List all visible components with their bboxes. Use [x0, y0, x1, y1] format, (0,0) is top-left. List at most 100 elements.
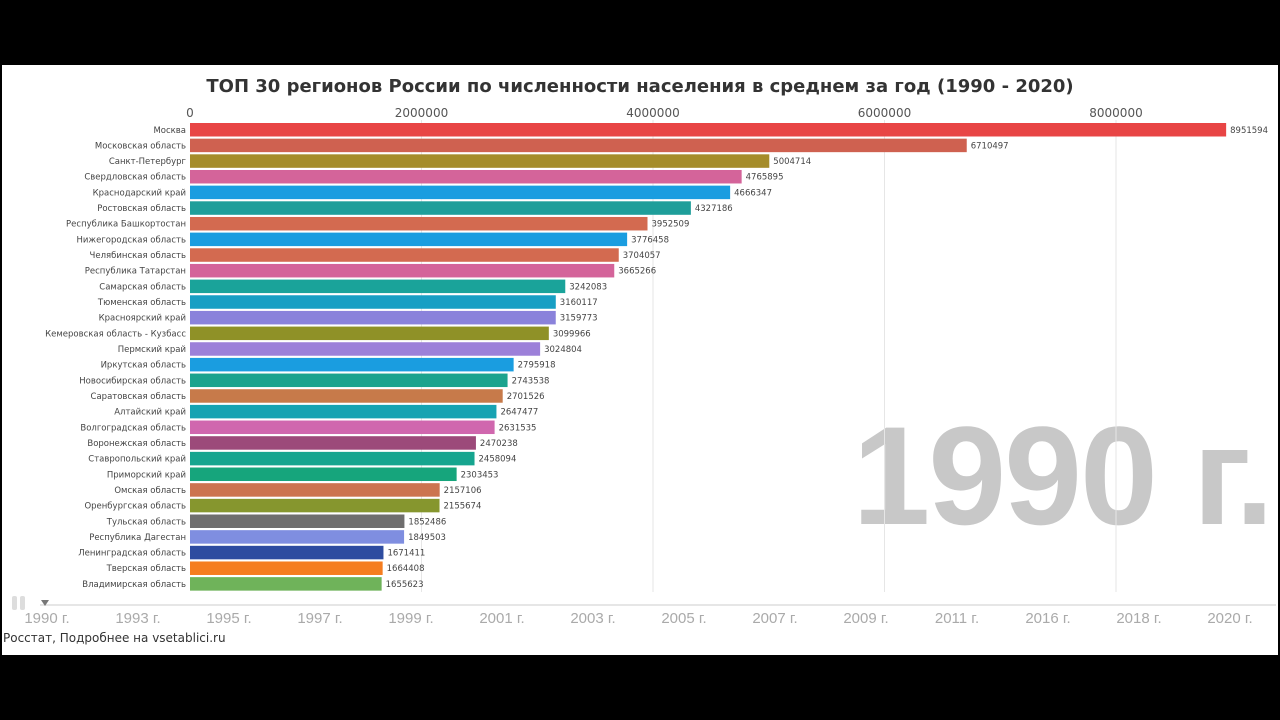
value-label: 2795918 — [518, 361, 556, 371]
x-tick-label: 0 — [186, 106, 194, 120]
timeline-year-label[interactable]: 2001 г. — [479, 610, 524, 627]
category-label: Ставропольский край — [88, 455, 186, 465]
value-label: 3665266 — [618, 267, 656, 277]
value-label: 8951594 — [1230, 126, 1268, 136]
timeline-year-label[interactable]: 2018 г. — [1116, 610, 1161, 627]
value-label: 1849503 — [408, 533, 446, 543]
timeline-year-label[interactable]: 2020 г. — [1207, 610, 1252, 627]
category-label: Тверская область — [106, 564, 186, 574]
bar — [190, 577, 382, 591]
timeline-year-label[interactable]: 2016 г. — [1025, 610, 1070, 627]
value-label: 3159773 — [560, 314, 598, 324]
category-label: Челябинская область — [90, 251, 186, 261]
category-label: Владимирская область — [82, 580, 186, 590]
category-label: Свердловская область — [84, 173, 186, 183]
category-label: Краснодарский край — [93, 188, 186, 198]
value-label: 3242083 — [569, 282, 607, 292]
category-label: Нижегородская область — [77, 235, 187, 245]
value-label: 4765895 — [746, 173, 784, 183]
category-label: Тюменская область — [97, 298, 186, 308]
value-label: 3776458 — [631, 235, 669, 245]
value-label: 5004714 — [773, 157, 811, 167]
timeline-year-label[interactable]: 1995 г. — [206, 610, 251, 627]
value-label: 2470238 — [480, 439, 518, 449]
bar — [190, 498, 440, 513]
value-label: 3704057 — [623, 251, 661, 261]
value-label: 1655623 — [386, 580, 424, 590]
category-label: Кемеровская область - Кузбасс — [45, 329, 186, 339]
value-label: 2631535 — [499, 423, 537, 433]
category-label: Приморский край — [107, 470, 186, 480]
bar — [190, 373, 508, 388]
current-year-label: 1990 г. — [852, 397, 1274, 554]
bar — [190, 326, 549, 341]
x-tick-label: 4000000 — [626, 106, 679, 120]
category-label: Новосибирская область — [79, 376, 186, 386]
category-label: Оренбургская область — [84, 502, 186, 512]
bar — [190, 232, 628, 247]
category-label: Ленинградская область — [78, 549, 186, 559]
category-label: Республика Татарстан — [85, 267, 186, 277]
chart-title: ТОП 30 регионов России по численности на… — [206, 76, 1074, 97]
bar — [190, 123, 1227, 137]
bar — [190, 138, 967, 153]
value-label: 3024804 — [544, 345, 582, 355]
timeline-year-label[interactable]: 1997 г. — [297, 610, 342, 627]
bar — [190, 216, 648, 231]
bar — [190, 467, 457, 482]
bar — [190, 342, 541, 356]
category-label: Пермский край — [118, 345, 186, 355]
bar — [190, 154, 770, 168]
bar — [190, 545, 384, 560]
category-label: Тульская область — [106, 517, 186, 527]
category-label: Саратовская область — [91, 392, 186, 402]
timeline-year-label[interactable]: 2011 г. — [935, 610, 979, 627]
bar — [190, 389, 503, 403]
timeline-year-label[interactable]: 2009 г. — [843, 610, 888, 627]
value-label: 6710497 — [971, 141, 1009, 151]
category-label: Самарская область — [99, 282, 186, 292]
category-label: Санкт-Петербург — [109, 157, 187, 167]
timeline-marker[interactable] — [41, 600, 49, 606]
value-label: 2458094 — [479, 455, 517, 465]
category-label: Алтайский край — [114, 408, 186, 418]
value-label: 4666347 — [734, 188, 772, 198]
bar — [190, 201, 691, 215]
category-label: Республика Дагестан — [89, 533, 186, 543]
bar — [190, 310, 556, 325]
x-tick-label: 6000000 — [858, 106, 911, 120]
value-label: 1671411 — [387, 549, 425, 559]
category-label: Республика Башкортостан — [66, 220, 186, 230]
x-tick-label: 2000000 — [395, 106, 448, 120]
bar — [190, 185, 731, 200]
timeline-year-label[interactable]: 1999 г. — [388, 610, 433, 627]
bar — [190, 295, 556, 309]
timeline-year-label[interactable]: 2005 г. — [661, 610, 706, 627]
x-tick-label: 8000000 — [1089, 106, 1142, 120]
value-label: 1664408 — [387, 564, 425, 574]
value-label: 1852486 — [408, 517, 446, 527]
timeline-year-label[interactable]: 2003 г. — [570, 610, 615, 627]
timeline-year-label[interactable]: 2007 г. — [752, 610, 797, 627]
source-note: Росстат, Подробнее на vsetablici.ru — [3, 631, 226, 645]
bar — [190, 451, 475, 466]
bar — [190, 561, 383, 575]
bar — [190, 436, 476, 450]
bar — [190, 279, 566, 294]
category-label: Волгоградская область — [80, 423, 186, 433]
category-label: Москва — [153, 126, 186, 136]
category-label: Московская область — [95, 141, 186, 151]
pause-icon[interactable] — [20, 596, 25, 610]
category-label: Красноярский край — [99, 314, 186, 324]
pause-icon[interactable] — [12, 596, 17, 610]
bar — [190, 357, 514, 372]
bar — [190, 263, 615, 278]
bar — [190, 404, 497, 419]
timeline-year-label[interactable]: 1990 г. — [24, 610, 69, 627]
category-label: Воронежская область — [87, 439, 186, 449]
bar — [190, 530, 405, 544]
value-label: 2303453 — [461, 470, 499, 480]
category-label: Ростовская область — [97, 204, 186, 214]
timeline-year-label[interactable]: 1993 г. — [115, 610, 160, 627]
